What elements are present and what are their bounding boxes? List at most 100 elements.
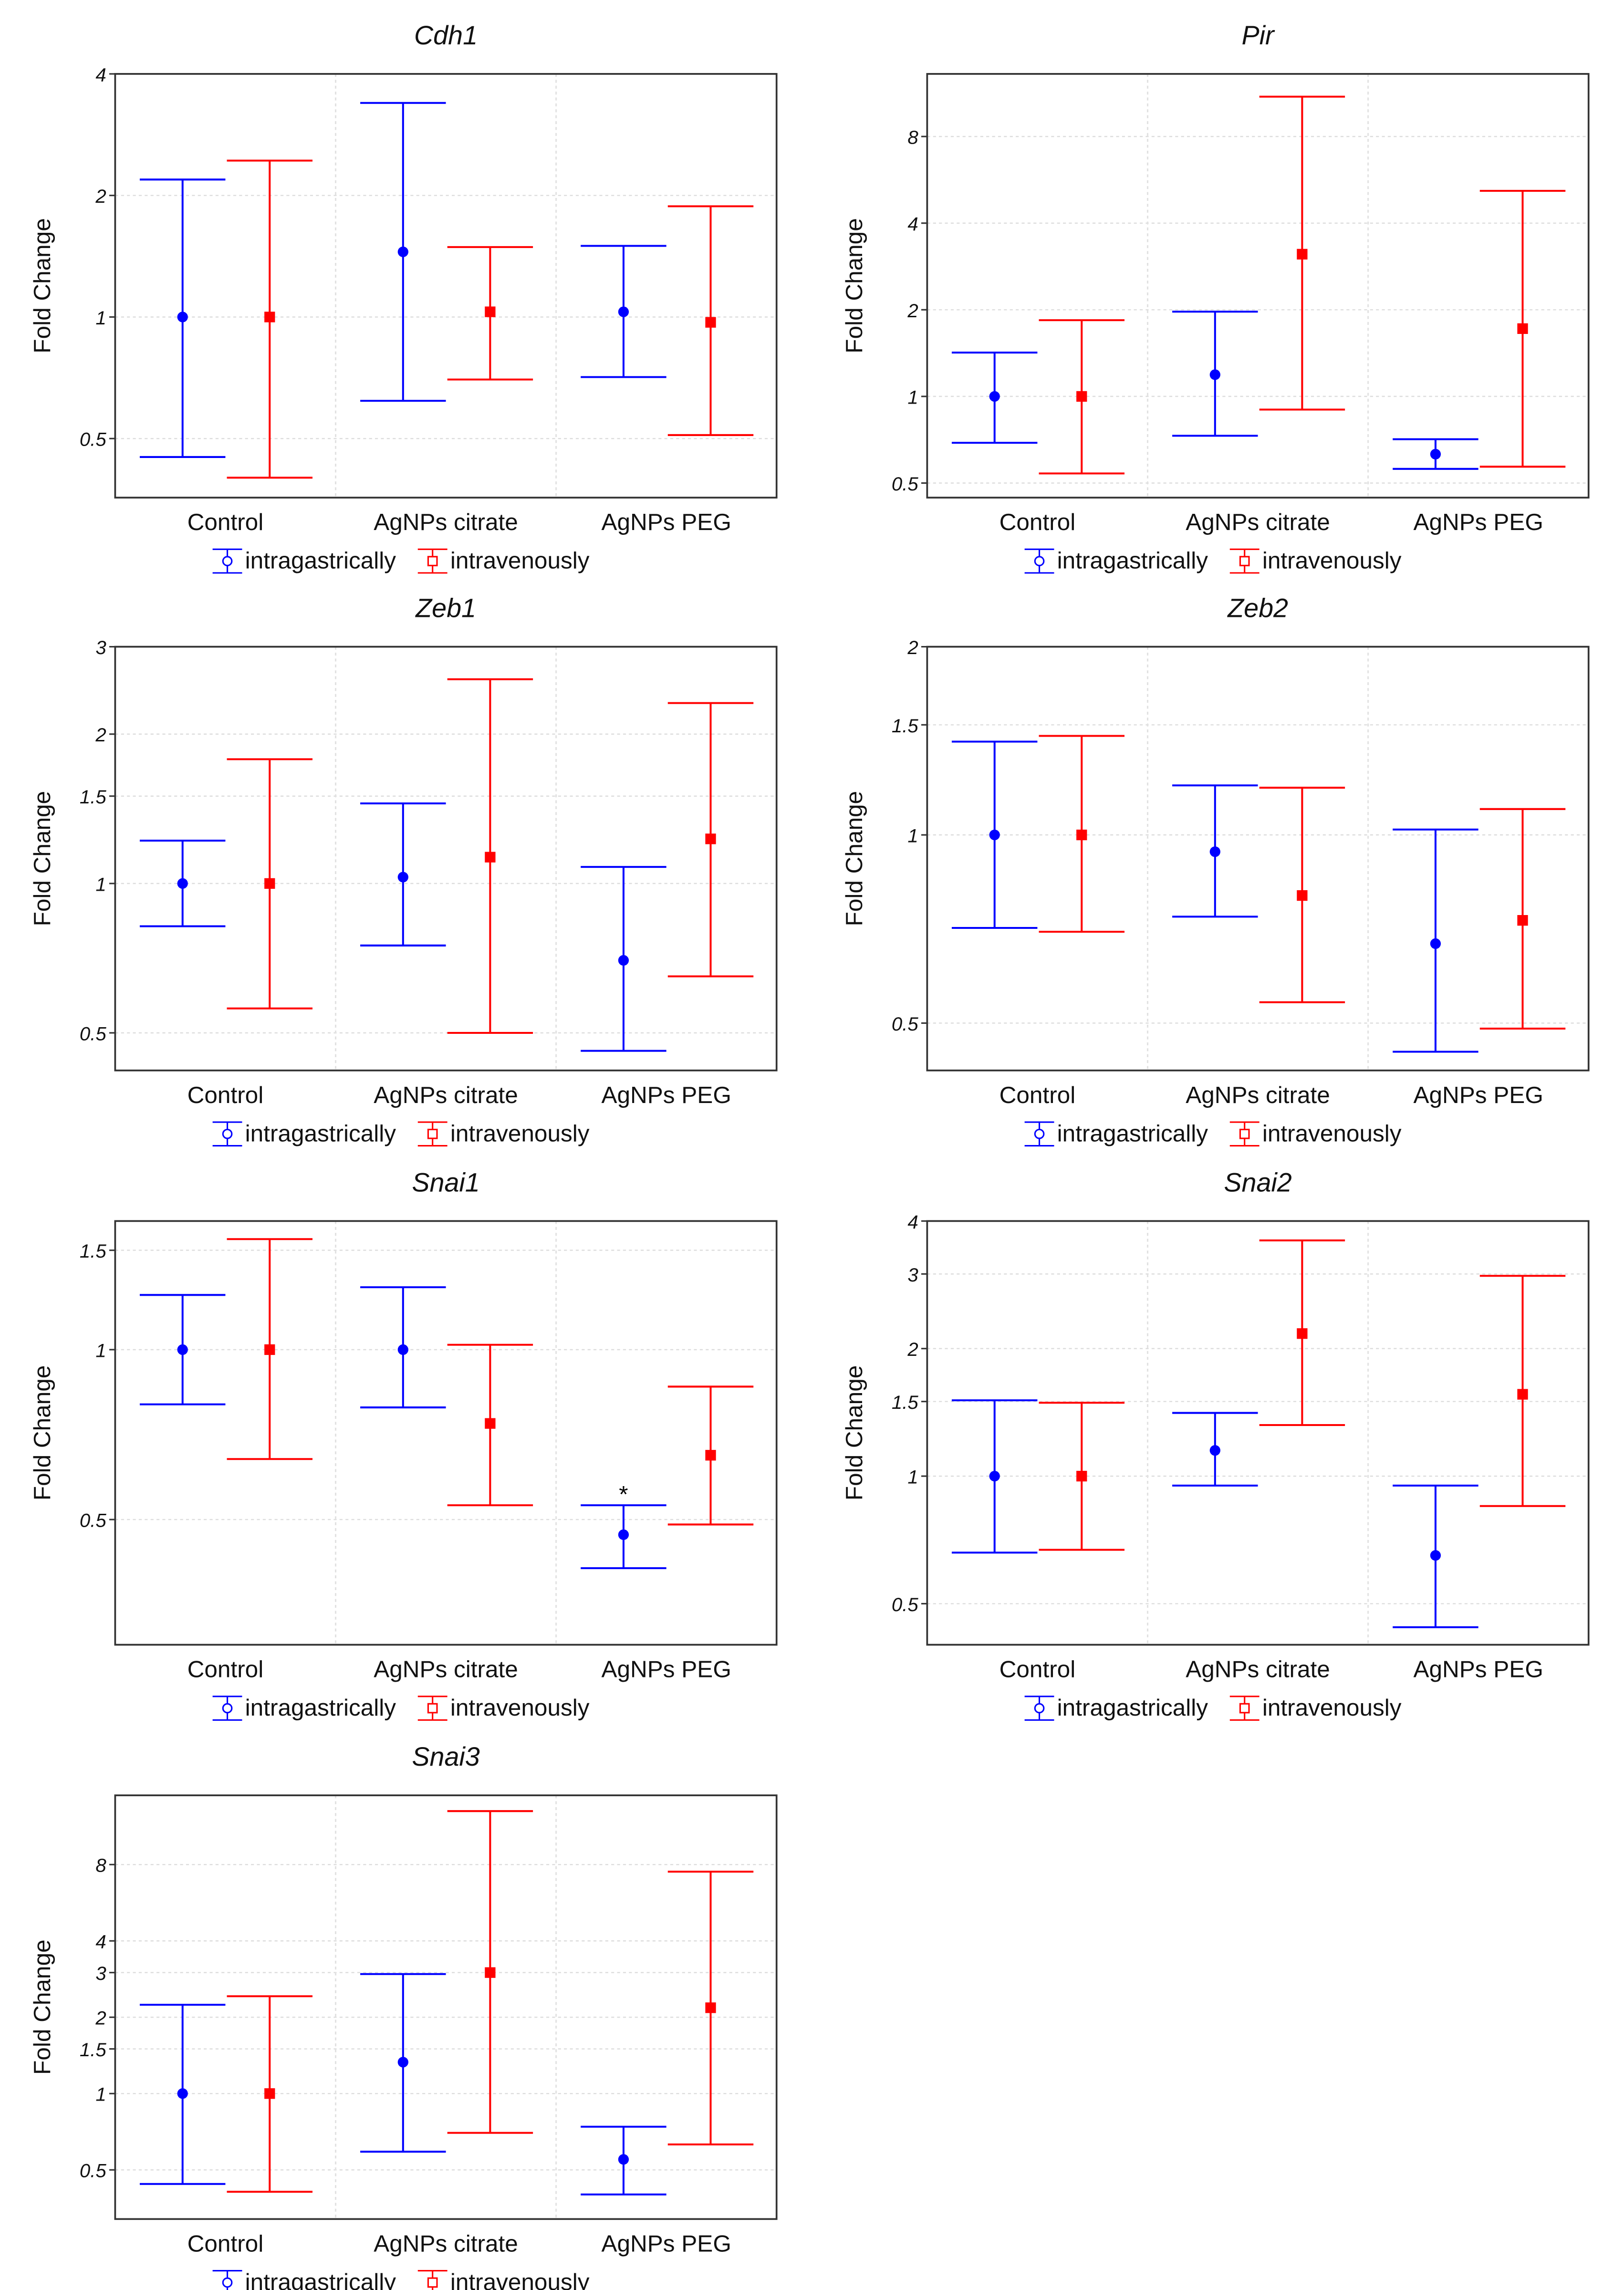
y-tick-label: 1.5: [80, 2039, 107, 2061]
x-tick-label: Control: [999, 509, 1076, 535]
x-tick-label: Control: [187, 2230, 264, 2257]
x-tick-label: AgNPs citrate: [374, 1656, 518, 1683]
legend-square-icon: [427, 2277, 438, 2288]
legend-label: intravenously: [1262, 1695, 1402, 1721]
mean-point: [1430, 938, 1441, 949]
plot-area: [926, 645, 1590, 1072]
legend-item-intragastrically: intragastrically: [212, 1695, 396, 1721]
chart-title: Cdh1: [414, 21, 478, 50]
mean-point: [618, 306, 629, 317]
x-tick-label: AgNPs citrate: [374, 2230, 518, 2257]
error-bar-intragastrically: [581, 866, 666, 1052]
error-bar-intragastrically: [139, 840, 226, 927]
error-bar-intravenously: [227, 1995, 313, 2193]
x-tick-label: Control: [999, 1656, 1076, 1683]
error-bar-intragastrically: [951, 740, 1038, 929]
error-bar-intragastrically: [951, 1399, 1038, 1554]
error-bar-intravenously: [227, 1238, 313, 1460]
legend-label: intragastrically: [245, 2269, 396, 2290]
y-tick-label: 2: [95, 2008, 106, 2029]
chart-title: Pir: [1242, 21, 1276, 50]
mean-point: [177, 1344, 188, 1355]
y-tick-label: 2: [95, 724, 106, 746]
mean-point: [1209, 369, 1220, 380]
x-tick-label: AgNPs citrate: [374, 1082, 518, 1108]
y-tick-label: 8: [907, 127, 918, 148]
error-bar-intragastrically: [360, 1286, 446, 1409]
mean-point: [1517, 915, 1528, 926]
legend-circle-icon: [222, 556, 233, 566]
mean-point: [1430, 1550, 1441, 1561]
error-bar-intravenously: [1259, 1239, 1345, 1426]
y-axis-label: Fold Change: [29, 218, 55, 353]
legend-square-icon: [1239, 1703, 1250, 1714]
error-bar-intragastrically: [1393, 438, 1478, 470]
error-bar-intragastrically: [139, 2004, 226, 2185]
y-tick-label: 2: [907, 637, 918, 658]
error-bar-intragastrically: [1172, 311, 1258, 437]
y-tick-label: 0.5: [80, 1023, 107, 1044]
legend-square-icon: [427, 1128, 438, 1139]
y-tick-label: 1: [95, 1340, 106, 1361]
mean-point: [1076, 391, 1087, 402]
mean-point: [397, 1344, 408, 1355]
error-bar-intravenously: [667, 1871, 754, 2145]
legend-label: intravenously: [450, 1120, 590, 1146]
x-tick-label: AgNPs PEG: [1413, 509, 1543, 535]
mean-point: [485, 1967, 496, 1978]
mean-point: [264, 2088, 275, 2099]
legend-item-intragastrically: intragastrically: [1024, 1695, 1208, 1721]
mean-point: [397, 872, 408, 883]
error-bar-intravenously: [1259, 787, 1345, 1003]
error-bar-intravenously: [1259, 95, 1345, 411]
mean-point: [1297, 1328, 1308, 1339]
legend-label: intravenously: [450, 2269, 590, 2290]
legend-square-icon: [427, 1703, 438, 1714]
mean-point: [1209, 1445, 1220, 1456]
legend-square-icon: [1239, 556, 1250, 566]
y-tick-label: 3: [95, 1963, 106, 1984]
mean-point: [397, 2057, 408, 2068]
y-tick-label: 4: [907, 1211, 918, 1233]
error-bar-intravenously: [447, 246, 533, 381]
legend-item-intravenously: intravenously: [417, 548, 590, 574]
x-tick-label: AgNPs PEG: [601, 509, 731, 535]
chart-title: Zeb1: [415, 593, 476, 623]
error-bar-intravenously: [1039, 319, 1125, 475]
error-bar-intragastrically: [139, 178, 226, 458]
error-bar-intragastrically: [1393, 828, 1478, 1053]
mean-point: [989, 391, 1000, 402]
chart-panel-pir: Pir 0.5 1 2 4 8 Fold Change Control AgNPs citrat…: [841, 21, 1590, 574]
x-tick-label: AgNPs PEG: [601, 1082, 731, 1108]
error-bar-intravenously: [1039, 1402, 1125, 1551]
error-bar-intragastrically: [360, 802, 446, 947]
error-bar-intragastrically: [951, 352, 1038, 444]
error-bar-intravenously: [667, 205, 754, 436]
mean-point: [485, 852, 496, 863]
legend-item-intravenously: intravenously: [417, 1695, 590, 1721]
x-tick-label: AgNPs citrate: [1186, 1082, 1330, 1108]
legend-label: intravenously: [450, 1695, 590, 1721]
legend-circle-icon: [1034, 556, 1045, 566]
mean-point: [177, 2088, 188, 2099]
legend-item-intravenously: intravenously: [417, 2269, 590, 2290]
mean-point: [1076, 1470, 1087, 1482]
y-tick-label: 3: [907, 1264, 918, 1286]
mean-point: [705, 317, 716, 328]
error-bar-intravenously: [1479, 1275, 1566, 1507]
mean-point: [264, 312, 275, 323]
y-tick-label: 0.5: [80, 1510, 107, 1531]
x-tick-label: AgNPs citrate: [374, 509, 518, 535]
x-tick-label: AgNPs PEG: [1413, 1656, 1543, 1683]
error-bar-intragastrically: [1393, 1484, 1478, 1628]
y-axis-label: Fold Change: [29, 791, 55, 926]
error-bar-intravenously: [447, 1343, 533, 1507]
mean-point: [485, 1418, 496, 1429]
mean-point: [177, 312, 188, 323]
mean-point: [397, 246, 408, 258]
mean-point: [1076, 829, 1087, 841]
mean-point: [618, 955, 629, 966]
mean-point: [618, 2154, 629, 2165]
y-tick-label: 0.5: [892, 473, 919, 495]
error-bar-intragastrically: [360, 1973, 446, 2153]
